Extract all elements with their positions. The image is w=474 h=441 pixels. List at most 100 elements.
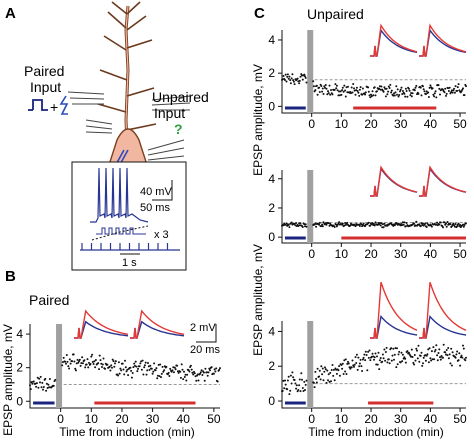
data-point	[284, 79, 286, 81]
data-point	[354, 93, 357, 96]
data-point	[378, 222, 381, 225]
data-point	[400, 86, 403, 89]
data-point	[38, 377, 41, 380]
data-point	[168, 375, 171, 377]
data-point	[78, 358, 81, 361]
data-point	[360, 223, 363, 226]
data-point	[318, 223, 321, 226]
data-point	[316, 367, 319, 370]
data-point	[293, 83, 296, 86]
data-point	[182, 378, 185, 381]
data-point	[460, 354, 463, 357]
data-point	[359, 358, 362, 361]
data-point	[41, 381, 44, 384]
unpaired-input-label-line1: Unpaired	[152, 89, 209, 105]
data-point	[296, 77, 299, 80]
data-point	[45, 389, 48, 392]
data-point	[392, 347, 395, 350]
data-point	[361, 370, 364, 372]
data-point	[364, 91, 367, 94]
data-point	[352, 83, 355, 85]
data-point	[110, 364, 113, 367]
data-point	[391, 354, 394, 357]
y-tick-label: 2	[268, 66, 275, 80]
data-point	[286, 379, 289, 382]
data-point	[204, 367, 207, 370]
data-point	[447, 87, 450, 90]
data-point	[436, 359, 439, 362]
data-point	[316, 93, 319, 96]
data-point	[203, 379, 206, 382]
data-point	[436, 221, 439, 224]
data-point	[92, 363, 95, 365]
data-point	[370, 355, 373, 358]
x-tick-label: 30	[394, 412, 408, 426]
data-point	[364, 225, 367, 228]
data-point	[102, 357, 105, 360]
data-point	[455, 353, 458, 356]
data-point	[405, 90, 408, 92]
data-point	[393, 358, 395, 361]
data-point	[331, 364, 334, 366]
data-point	[422, 356, 425, 359]
data-point	[338, 365, 341, 368]
data-point	[197, 379, 200, 382]
data-point	[375, 363, 378, 366]
y-tick-label: 4	[268, 324, 275, 338]
data-point	[413, 89, 416, 92]
data-point	[450, 225, 453, 228]
data-point	[461, 356, 464, 359]
data-point	[404, 87, 407, 90]
data-point	[373, 356, 376, 359]
data-point	[396, 88, 399, 91]
data-point	[402, 223, 405, 226]
y-tick-label: 4	[268, 33, 275, 47]
data-point	[313, 386, 316, 389]
data-point	[292, 376, 295, 379]
axes-frame	[281, 30, 466, 114]
data-point	[420, 94, 423, 97]
data-point	[199, 371, 202, 374]
data-point	[318, 221, 321, 224]
data-point	[452, 222, 455, 225]
data-point	[355, 89, 358, 92]
data-point	[442, 343, 445, 346]
data-point	[435, 344, 438, 347]
stimulation-bolt-icon	[59, 95, 69, 115]
data-point	[304, 383, 307, 386]
data-point	[315, 381, 318, 384]
data-point	[390, 347, 393, 350]
y-tick-label: 2	[268, 359, 275, 373]
data-point	[215, 367, 218, 370]
data-point	[381, 226, 384, 229]
data-point	[305, 225, 308, 228]
y-tick-label: 4	[16, 327, 23, 341]
induction-period-bar	[307, 170, 314, 243]
data-point	[72, 353, 75, 356]
data-point	[320, 85, 323, 87]
data-point	[335, 87, 338, 90]
data-point	[419, 225, 422, 228]
x-tick-label: 50	[453, 117, 467, 131]
data-point	[286, 75, 289, 78]
data-point	[418, 223, 421, 226]
data-point	[86, 358, 89, 361]
data-point	[282, 379, 285, 382]
data-point	[190, 368, 193, 371]
data-point	[93, 360, 96, 363]
data-point	[286, 388, 289, 391]
data-point	[464, 359, 467, 362]
data-point	[160, 376, 162, 379]
data-point	[282, 75, 285, 77]
data-point	[422, 85, 424, 88]
data-point	[403, 92, 406, 95]
data-point	[29, 384, 31, 387]
y-tick-label: 4	[268, 172, 275, 186]
data-point	[189, 364, 192, 367]
data-point	[370, 93, 372, 96]
data-point	[39, 381, 41, 384]
data-point	[415, 220, 418, 223]
data-point	[153, 362, 156, 365]
data-point	[335, 225, 338, 228]
panel-b-scale-bar	[196, 324, 217, 343]
